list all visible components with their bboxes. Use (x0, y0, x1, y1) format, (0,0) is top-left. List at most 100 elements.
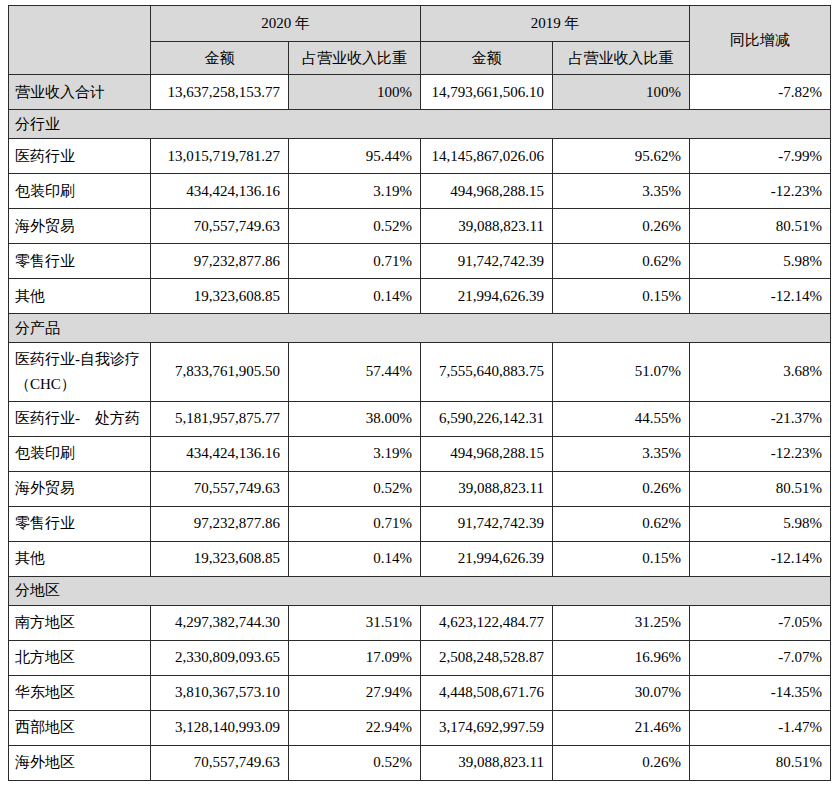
ratio-2020-cell: 0.71% (289, 244, 421, 279)
ratio-2019-cell: 0.15% (553, 541, 690, 576)
amount-2020-cell: 97,232,877.86 (151, 506, 289, 541)
ratio-2019-cell: 44.55% (553, 401, 690, 436)
amount-2020-cell: 70,557,749.63 (151, 471, 289, 506)
yoy-cell: 3.68% (690, 343, 831, 402)
yoy-cell: -7.05% (690, 605, 831, 640)
data-row: 包装印刷434,424,136.163.19%494,968,288.153.3… (9, 174, 831, 209)
amount-2019-cell: 39,088,823.11 (421, 209, 553, 244)
ratio-2019-cell: 3.35% (553, 174, 690, 209)
ratio-2019-cell: 51.07% (553, 343, 690, 402)
yoy-cell: 80.51% (690, 471, 831, 506)
total-row: 营业收入合计13,637,258,153.77100%14,793,661,50… (9, 75, 831, 110)
amount-2020-header: 金额 (151, 42, 289, 75)
ratio-2019-cell: 0.15% (553, 279, 690, 314)
ratio-2019-cell: 100% (553, 75, 690, 110)
data-row: 西部地区3,128,140,993.0922.94%3,174,692,997.… (9, 710, 831, 745)
ratio-2019-cell: 0.62% (553, 244, 690, 279)
ratio-2019-cell: 3.35% (553, 436, 690, 471)
amount-2020-cell: 70,557,749.63 (151, 745, 289, 780)
ratio-2020-cell: 31.51% (289, 605, 421, 640)
ratio-2019-cell: 0.26% (553, 209, 690, 244)
data-row: 包装印刷434,424,136.163.19%494,968,288.153.3… (9, 436, 831, 471)
ratio-2020-cell: 27.94% (289, 675, 421, 710)
row-label-cell: 其他 (9, 279, 151, 314)
ratio-2020-cell: 0.14% (289, 279, 421, 314)
ratio-2019-cell: 0.26% (553, 745, 690, 780)
amount-2019-cell: 39,088,823.11 (421, 745, 553, 780)
section-row: 分地区 (9, 576, 831, 605)
row-label-cell: 医药行业 (9, 139, 151, 174)
amount-2019-cell: 6,590,226,142.31 (421, 401, 553, 436)
data-row: 北方地区2,330,809,093.6517.09%2,508,248,528.… (9, 640, 831, 675)
row-label-cell: 海外贸易 (9, 471, 151, 506)
data-row: 零售行业97,232,877.860.71%91,742,742.390.62%… (9, 244, 831, 279)
document-page: 2020 年 2019 年 同比增减 金额 占营业收入比重 金额 占营业收入比重… (0, 0, 837, 797)
revenue-breakdown-table: 2020 年 2019 年 同比增减 金额 占营业收入比重 金额 占营业收入比重… (8, 5, 831, 781)
yoy-cell: -7.99% (690, 139, 831, 174)
header-row-years: 2020 年 2019 年 同比增减 (9, 6, 831, 42)
ratio-2020-cell: 38.00% (289, 401, 421, 436)
ratio-2020-cell: 100% (289, 75, 421, 110)
data-row: 其他19,323,608.850.14%21,994,626.390.15%-1… (9, 541, 831, 576)
ratio-2020-cell: 0.52% (289, 745, 421, 780)
amount-2020-cell: 5,181,957,875.77 (151, 401, 289, 436)
yoy-cell: 80.51% (690, 209, 831, 244)
ratio-2020-cell: 3.19% (289, 174, 421, 209)
amount-2019-cell: 14,145,867,026.06 (421, 139, 553, 174)
row-label-cell: 医药行业-自我诊疗（CHC） (9, 343, 151, 402)
yoy-cell: -7.82% (690, 75, 831, 110)
ratio-2019-cell: 0.62% (553, 506, 690, 541)
row-label-cell: 零售行业 (9, 244, 151, 279)
data-row: 南方地区4,297,382,744.3031.51%4,623,122,484.… (9, 605, 831, 640)
yoy-cell: -7.07% (690, 640, 831, 675)
data-row: 华东地区3,810,367,573.1027.94%4,448,508,671.… (9, 675, 831, 710)
ratio-2019-cell: 31.25% (553, 605, 690, 640)
row-label-cell: 北方地区 (9, 640, 151, 675)
section-row: 分产品 (9, 314, 831, 343)
data-row: 海外贸易70,557,749.630.52%39,088,823.110.26%… (9, 471, 831, 506)
data-row: 医药行业13,015,719,781.2795.44%14,145,867,02… (9, 139, 831, 174)
ratio-2020-cell: 3.19% (289, 436, 421, 471)
data-row: 医药行业-自我诊疗（CHC）7,833,761,905.5057.44%7,55… (9, 343, 831, 402)
data-row: 其他19,323,608.850.14%21,994,626.390.15%-1… (9, 279, 831, 314)
ratio-2020-header: 占营业收入比重 (289, 42, 421, 75)
ratio-2020-cell: 95.44% (289, 139, 421, 174)
ratio-2019-cell: 21.46% (553, 710, 690, 745)
amount-2020-cell: 19,323,608.85 (151, 279, 289, 314)
yoy-cell: 5.98% (690, 506, 831, 541)
section-row: 分行业 (9, 110, 831, 139)
table-body: 营业收入合计13,637,258,153.77100%14,793,661,50… (9, 75, 831, 781)
ratio-2019-cell: 95.62% (553, 139, 690, 174)
yoy-cell: -12.14% (690, 279, 831, 314)
data-row: 医药行业- 处方药5,181,957,875.7738.00%6,590,226… (9, 401, 831, 436)
yoy-cell: -12.14% (690, 541, 831, 576)
amount-2020-cell: 13,015,719,781.27 (151, 139, 289, 174)
row-label-cell: 其他 (9, 541, 151, 576)
row-label-cell: 医药行业- 处方药 (9, 401, 151, 436)
amount-2019-cell: 4,448,508,671.76 (421, 675, 553, 710)
yoy-cell: 5.98% (690, 244, 831, 279)
amount-2020-cell: 7,833,761,905.50 (151, 343, 289, 402)
amount-2019-cell: 21,994,626.39 (421, 279, 553, 314)
row-label-cell: 西部地区 (9, 710, 151, 745)
ratio-2020-cell: 0.71% (289, 506, 421, 541)
amount-2019-cell: 91,742,742.39 (421, 506, 553, 541)
amount-2019-cell: 39,088,823.11 (421, 471, 553, 506)
row-label-cell: 南方地区 (9, 605, 151, 640)
row-label-cell: 营业收入合计 (9, 75, 151, 110)
amount-2019-cell: 2,508,248,528.87 (421, 640, 553, 675)
row-label-cell: 华东地区 (9, 675, 151, 710)
yoy-cell: -12.23% (690, 436, 831, 471)
amount-2019-cell: 21,994,626.39 (421, 541, 553, 576)
data-row: 海外地区70,557,749.630.52%39,088,823.110.26%… (9, 745, 831, 780)
amount-2020-cell: 70,557,749.63 (151, 209, 289, 244)
yoy-cell: -1.47% (690, 710, 831, 745)
corner-blank-cell (9, 6, 151, 75)
row-label-cell: 海外贸易 (9, 209, 151, 244)
amount-2020-cell: 4,297,382,744.30 (151, 605, 289, 640)
ratio-2020-cell: 22.94% (289, 710, 421, 745)
row-label-cell: 海外地区 (9, 745, 151, 780)
yoy-cell: -21.37% (690, 401, 831, 436)
amount-2020-cell: 97,232,877.86 (151, 244, 289, 279)
amount-2020-cell: 3,810,367,573.10 (151, 675, 289, 710)
